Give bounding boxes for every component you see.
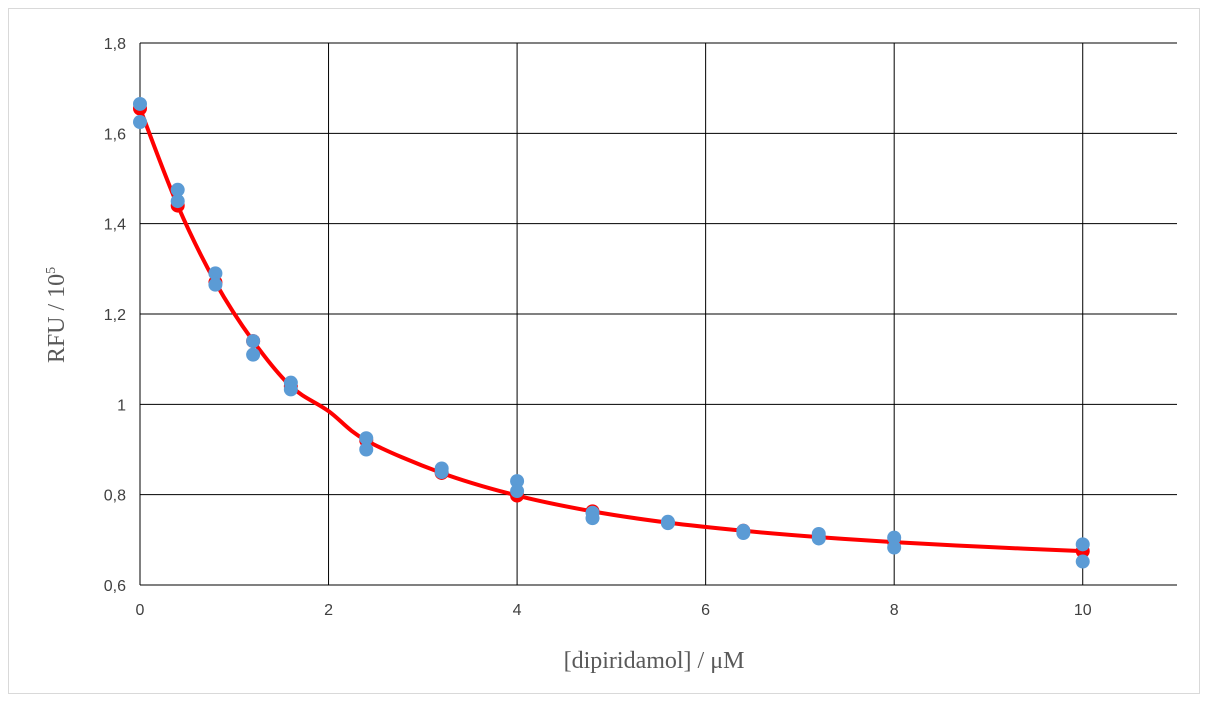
- chart-frame: [8, 8, 1200, 694]
- x-tick-label: 6: [701, 602, 710, 619]
- x-tick-label: 10: [1074, 602, 1092, 619]
- x-tick-label: 2: [324, 602, 333, 619]
- data-point: [133, 96, 147, 111]
- data-point: [510, 474, 525, 489]
- x-tick-labels: 0 2 4 6 8 10: [136, 602, 1092, 619]
- x-tick-label: 8: [890, 602, 899, 619]
- x-axis-title: [dipiridamol] / μM: [564, 648, 745, 674]
- y-tick-label: 1: [117, 397, 126, 414]
- x-tick-label: 4: [513, 602, 522, 619]
- data-point: [208, 266, 223, 281]
- data-point: [660, 516, 675, 531]
- y-tick-label: 0,6: [104, 578, 126, 595]
- data-point: [283, 382, 298, 397]
- y-tick-labels: 0,6 0,8 1 1,2 1,4 1,6 1,8: [104, 36, 126, 595]
- data-point: [208, 277, 223, 292]
- data-point: [585, 511, 600, 526]
- grid: [139, 42, 1177, 586]
- y-axis-title: RFU / 105: [44, 267, 70, 363]
- y-tick-label: 1,8: [104, 36, 126, 53]
- x-tick-label: 0: [136, 602, 145, 619]
- data-point: [887, 540, 902, 555]
- data-point: [359, 442, 374, 457]
- y-tick-label: 1,6: [104, 126, 126, 143]
- series-layer: [133, 96, 1090, 569]
- data-point: [170, 194, 185, 209]
- data-point: [170, 182, 185, 197]
- data-point: [1075, 554, 1090, 569]
- y-tick-label: 0,8: [104, 488, 126, 505]
- y-tick-label: 1,4: [104, 217, 126, 234]
- data-point: [246, 347, 261, 362]
- y-axis-title-main: RFU / 10: [44, 274, 70, 363]
- data-point: [133, 115, 147, 130]
- y-axis-title-superscript: 5: [44, 267, 59, 274]
- data-point: [434, 465, 449, 480]
- data-point: [359, 431, 374, 446]
- data-point: [887, 530, 902, 545]
- data-point: [736, 526, 751, 541]
- y-tick-label: 1,2: [104, 307, 126, 324]
- data-point: [1075, 537, 1090, 552]
- data-point: [510, 484, 525, 499]
- data-point: [246, 334, 261, 349]
- fit-curve: [138, 106, 1085, 554]
- data-point: [811, 531, 826, 546]
